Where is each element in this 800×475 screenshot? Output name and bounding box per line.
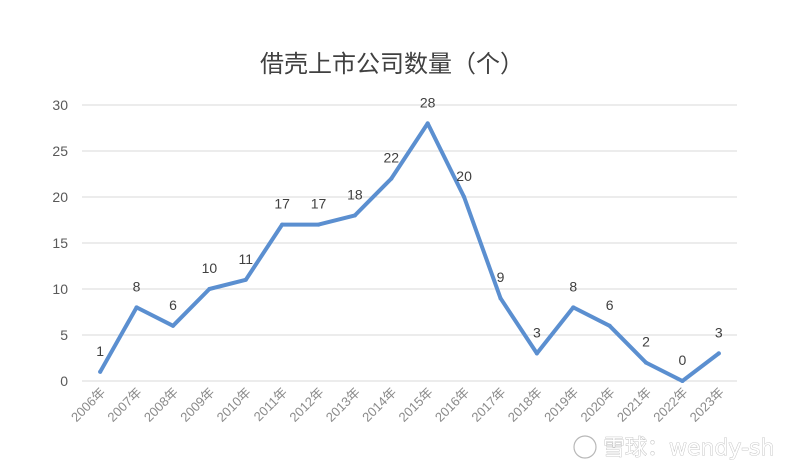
data-point: [316, 222, 321, 227]
data-point: [716, 351, 721, 356]
data-label: 8: [569, 278, 577, 294]
y-tick-label: 0: [60, 373, 68, 389]
x-tick-label: 2014年: [359, 385, 399, 425]
data-label: 8: [133, 278, 141, 294]
data-label: 6: [169, 297, 177, 313]
x-tick-label: 2007年: [104, 385, 144, 425]
y-tick-label: 5: [60, 327, 68, 343]
y-tick-label: 20: [52, 189, 68, 205]
data-point: [280, 222, 285, 227]
data-label: 2: [642, 334, 650, 350]
data-label: 3: [533, 324, 541, 340]
data-point: [352, 213, 357, 218]
data-label: 11: [238, 251, 253, 267]
x-tick-label: 2008年: [141, 385, 181, 425]
data-label: 22: [384, 150, 400, 166]
x-tick-label: 2009年: [177, 385, 217, 425]
gridlines: [82, 104, 737, 382]
y-tick-label: 10: [52, 281, 68, 297]
x-tick-label: 2016年: [432, 385, 472, 425]
data-point: [644, 360, 649, 365]
data-label: 17: [311, 196, 327, 212]
x-tick-label: 2019年: [541, 385, 581, 425]
data-label: 28: [420, 94, 436, 110]
data-point: [134, 305, 139, 310]
data-point: [498, 296, 503, 301]
data-label: 1: [96, 343, 104, 359]
watermark: 雪球：wendy-sh: [573, 435, 775, 461]
watermark-text: 雪球：wendy-sh: [603, 436, 774, 461]
x-tick-label: 2017年: [468, 385, 508, 425]
x-tick-label: 2021年: [614, 385, 654, 425]
data-point: [98, 369, 103, 374]
snowball-logo-icon: [573, 435, 597, 459]
y-tick-label: 25: [52, 143, 68, 159]
x-tick-label: 2010年: [214, 385, 254, 425]
x-axis-ticks: 2006年2007年2008年2009年2010年2011年2012年2013年…: [68, 385, 727, 425]
data-point: [425, 121, 430, 126]
series-layer: [98, 121, 721, 383]
chart-title: 借壳上市公司数量（个）: [260, 50, 524, 78]
x-tick-label: 2015年: [396, 385, 436, 425]
y-tick-label: 15: [52, 235, 68, 251]
x-tick-label: 2023年: [687, 385, 727, 425]
data-label: 18: [347, 186, 363, 202]
data-point: [389, 176, 394, 181]
data-point: [571, 305, 576, 310]
x-tick-label: 2006年: [68, 385, 108, 425]
x-tick-label: 2012年: [286, 385, 326, 425]
data-point: [243, 277, 248, 282]
data-label: 0: [679, 352, 687, 368]
data-label: 3: [715, 324, 723, 340]
y-axis-ticks: 0 5 10 15 20 25 30: [52, 97, 68, 389]
data-point: [207, 287, 212, 291]
data-label: 9: [497, 269, 505, 285]
series-line: [98, 121, 721, 383]
data-point: [607, 323, 612, 328]
data-point: [462, 195, 467, 199]
x-tick-label: 2011年: [251, 385, 291, 425]
data-label: 6: [606, 297, 614, 313]
data-label: 17: [274, 196, 290, 212]
data-label: 20: [456, 168, 472, 184]
data-point: [534, 351, 539, 356]
data-label: 10: [202, 260, 218, 276]
data-point: [170, 323, 175, 328]
x-tick-label: 2018年: [505, 385, 545, 425]
data-point: [680, 379, 685, 383]
x-tick-label: 2013年: [323, 385, 363, 425]
x-tick-label: 2022年: [650, 385, 690, 425]
y-tick-label: 30: [52, 97, 68, 113]
x-tick-label: 2020年: [578, 385, 618, 425]
